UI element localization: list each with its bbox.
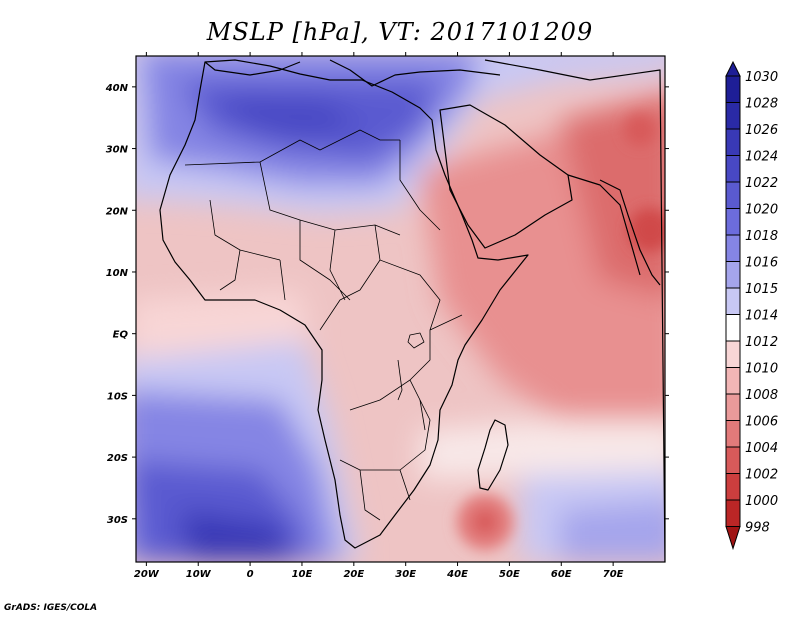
grads-credit: GrADS: IGES/COLA xyxy=(4,603,98,613)
lat-label: 20N xyxy=(106,206,129,217)
lon-label: 10E xyxy=(292,569,313,580)
colorbar-swatch xyxy=(725,340,741,368)
field-north-max xyxy=(220,95,360,140)
lon-label: 50E xyxy=(499,569,520,580)
colorbar-swatch xyxy=(725,261,741,289)
colorbar-label: 1012 xyxy=(745,335,778,350)
lon-label: 30E xyxy=(395,569,416,580)
lon-label: 40E xyxy=(446,569,468,580)
colorbar-swatch xyxy=(725,420,741,448)
lon-label: 0 xyxy=(247,569,254,580)
lat-label: EQ xyxy=(113,330,129,341)
field-se-core xyxy=(560,501,665,562)
colorbar-label: 1014 xyxy=(745,309,778,324)
lon-label: 60E xyxy=(551,569,572,580)
colorbar-label: 1008 xyxy=(745,388,778,403)
colorbar-label: 1010 xyxy=(745,362,778,377)
field-neutral-southeast xyxy=(420,411,665,480)
longitude-axis: 20W 10W 0 10E 20E 30E 40E 50E 60E 70E xyxy=(134,52,624,580)
colorbar-top-arrow xyxy=(725,60,741,77)
colorbar-bottom-arrow xyxy=(725,526,741,551)
colorbar-label: 1016 xyxy=(745,256,778,271)
colorbar-label: 1015 xyxy=(745,282,778,297)
colorbar-swatch xyxy=(725,393,741,421)
lat-label: 10N xyxy=(106,268,129,279)
lat-label: 30N xyxy=(106,145,129,156)
field-south-max xyxy=(180,510,290,562)
lon-label: 70E xyxy=(603,569,624,580)
africa-coastline xyxy=(159,59,529,549)
plot-frame xyxy=(135,55,666,563)
map-title: MSLP [hPa], VT: 2017101209 xyxy=(206,18,594,46)
lon-label: 20E xyxy=(343,569,364,580)
madagascar-coastline xyxy=(477,419,509,491)
colorbar-label: 1020 xyxy=(745,203,778,218)
lat-label: 20S xyxy=(107,453,128,464)
india-coastline xyxy=(599,179,661,286)
colorbar-label: 1024 xyxy=(745,150,778,165)
colorbar-swatch xyxy=(725,473,741,501)
colorbar: 1030 1028 1026 1024 1022 1020 1018 1016 1015 1014… xyxy=(725,60,778,551)
colorbar-swatch xyxy=(725,314,741,342)
lake-malawi xyxy=(419,399,426,431)
colorbar-label: 1030 xyxy=(745,70,778,85)
country-borders xyxy=(184,129,463,521)
colorbar-label: 1028 xyxy=(745,97,778,112)
arabia-coastline xyxy=(439,104,573,249)
lon-label: 10W xyxy=(186,569,212,580)
colorbar-label: 1026 xyxy=(745,123,778,138)
colorbar-label: 1004 xyxy=(745,441,778,456)
colorbar-label: 1018 xyxy=(745,229,778,244)
colorbar-label: 1006 xyxy=(745,415,778,430)
colorbar-swatch xyxy=(725,499,741,527)
lat-label: 30S xyxy=(107,515,128,526)
europe-coastline xyxy=(204,59,501,87)
colorbar-swatch xyxy=(725,234,741,262)
field-gulf-core xyxy=(624,114,656,146)
colorbar-label: 1022 xyxy=(745,176,778,191)
colorbar-swatch xyxy=(725,128,741,156)
lon-label: 20W xyxy=(134,569,160,580)
colorbar-label: 998 xyxy=(745,521,770,536)
lat-label: 10S xyxy=(107,391,128,402)
colorbar-swatch xyxy=(725,446,741,474)
colorbar-swatch xyxy=(725,75,741,103)
lake-victoria xyxy=(407,332,425,349)
asia-coastline xyxy=(484,59,665,562)
colorbar-swatch xyxy=(725,208,741,236)
colorbar-swatch xyxy=(725,102,741,130)
colorbar-swatch xyxy=(725,181,741,209)
colorbar-swatch xyxy=(725,367,741,395)
coastlines xyxy=(159,59,665,562)
colorbar-label: 1002 xyxy=(745,468,778,483)
lat-label: 40N xyxy=(105,83,129,94)
colorbar-swatch xyxy=(725,287,741,315)
pressure-field xyxy=(136,56,665,562)
latitude-axis: 40N 30N 20N 10N EQ 10S 20S 30S xyxy=(105,83,669,526)
colorbar-swatch xyxy=(725,155,741,183)
lake-tanganyika xyxy=(397,359,403,401)
field-neutral-west xyxy=(136,290,310,360)
colorbar-label: 1000 xyxy=(745,494,778,509)
field-madagascar-core xyxy=(473,510,497,534)
